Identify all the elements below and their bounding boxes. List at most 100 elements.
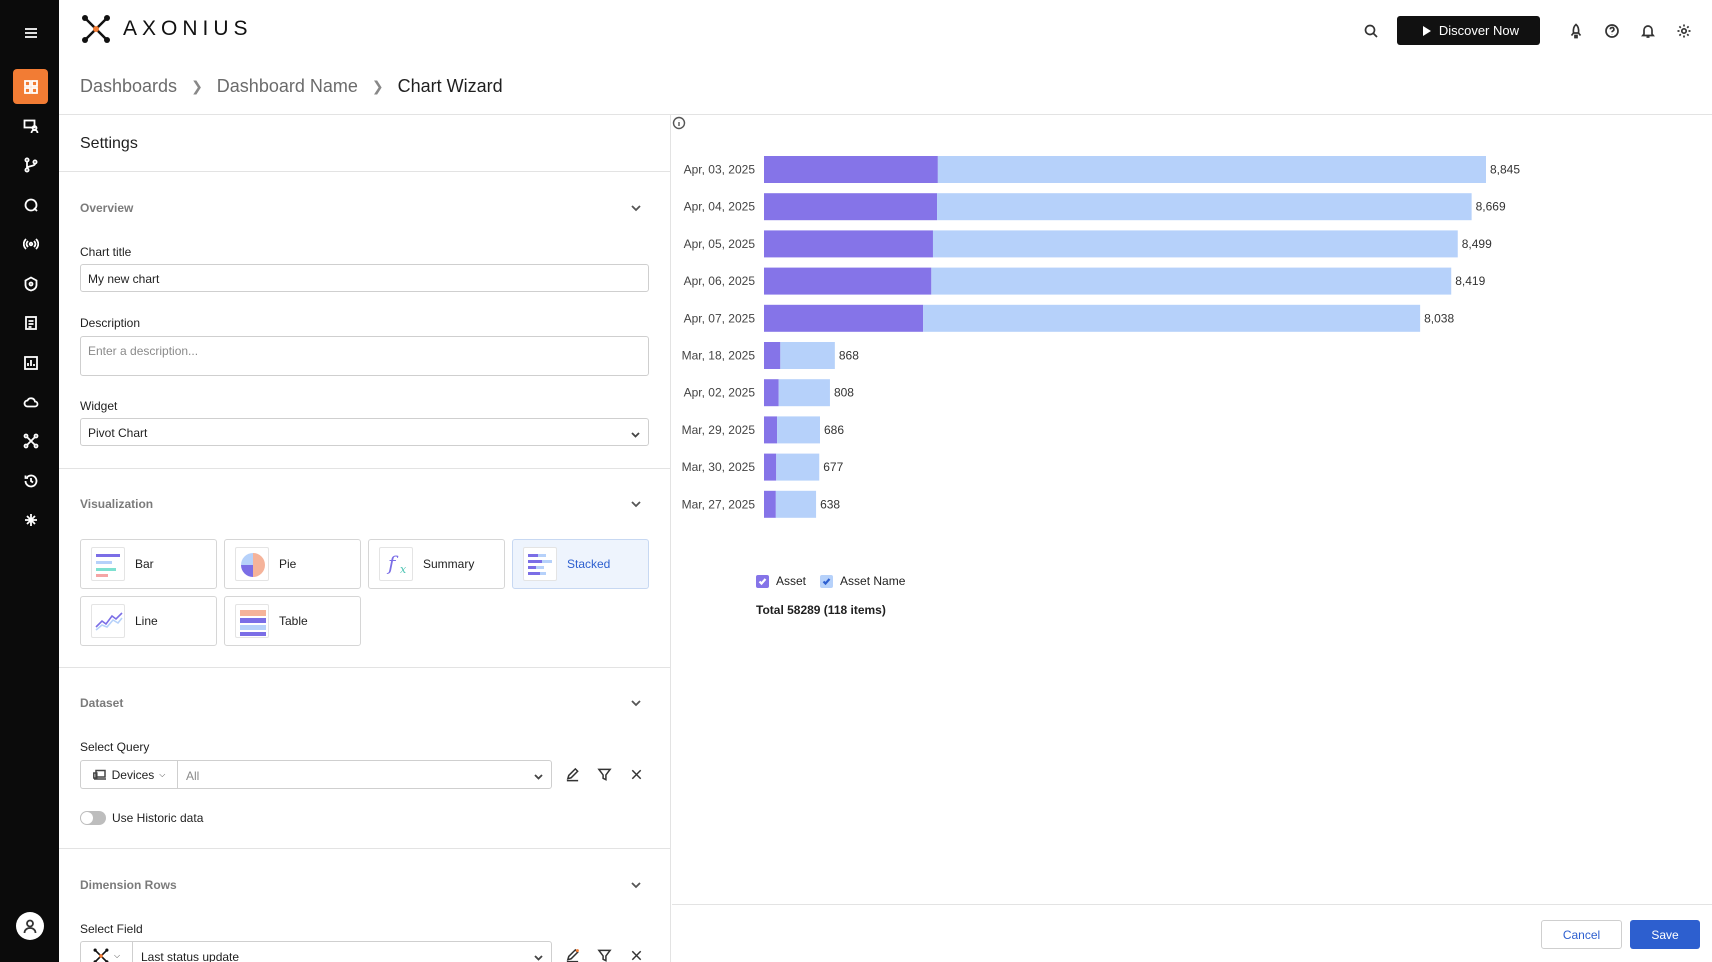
cancel-button[interactable]: Cancel: [1541, 920, 1622, 949]
dimension-rows-section-title[interactable]: Dimension Rows: [80, 878, 177, 892]
chart-legend: Asset Asset Name: [756, 574, 919, 588]
viz-summary-label: Summary: [423, 557, 475, 571]
legend-label: Asset Name: [840, 574, 906, 588]
chevron-down-icon[interactable]: [630, 201, 642, 213]
gear-icon[interactable]: [1672, 19, 1696, 43]
bar-segment-asset: [764, 267, 932, 295]
viz-pie-label: Pie: [279, 557, 297, 571]
toggle-knob: [81, 812, 93, 824]
chart-title-input[interactable]: My new chart: [80, 264, 649, 292]
bar-total-label: 8,419: [1455, 274, 1485, 288]
bar-segment-asset-name: [777, 416, 820, 444]
edit-icon[interactable]: [562, 765, 582, 785]
field-select[interactable]: Last status update: [132, 941, 552, 962]
viz-option-line[interactable]: Line: [80, 596, 217, 646]
historic-data-toggle[interactable]: [80, 811, 106, 825]
reports-icon[interactable]: [13, 305, 48, 340]
field-source-select[interactable]: ⌵: [80, 941, 132, 962]
queries-icon[interactable]: [13, 187, 48, 222]
header-divider: [59, 114, 1712, 115]
description-input[interactable]: Enter a description...: [80, 336, 649, 376]
integrations-icon[interactable]: [13, 423, 48, 458]
y-tick-label: Apr, 05, 2025: [684, 237, 756, 251]
history-icon[interactable]: [13, 463, 48, 498]
bar-segment-asset-name: [923, 304, 1421, 332]
legend-item-asset[interactable]: Asset: [756, 574, 806, 588]
satellite-icon[interactable]: [13, 502, 48, 537]
info-icon[interactable]: [672, 116, 686, 130]
visualization-section-title[interactable]: Visualization: [80, 497, 154, 511]
chevron-down-icon[interactable]: [630, 497, 642, 509]
axonius-logo[interactable]: AXONIUS: [81, 14, 253, 44]
chevron-right-icon: ❯: [191, 78, 203, 94]
legend-label: Asset: [776, 574, 807, 588]
axonius-logo-icon: [82, 15, 110, 43]
chevron-down-icon[interactable]: [630, 696, 642, 708]
bell-icon[interactable]: [1636, 19, 1660, 43]
divider: [59, 667, 670, 668]
y-tick-label: Apr, 04, 2025: [684, 200, 756, 214]
bar-total-label: 8,845: [1490, 163, 1520, 177]
entity-select[interactable]: Devices ⌵: [80, 760, 177, 789]
query-select[interactable]: All: [177, 760, 552, 789]
viz-option-table[interactable]: Table: [224, 596, 361, 646]
bar-chart-icon: [91, 547, 125, 581]
viz-option-summary[interactable]: f x Summary: [368, 539, 505, 589]
bar-total-label: 8,499: [1462, 237, 1492, 251]
y-tick-label: Apr, 06, 2025: [684, 274, 756, 288]
menu-icon[interactable]: [13, 15, 48, 50]
filter-icon[interactable]: [594, 765, 614, 785]
bar-segment-asset: [764, 342, 781, 369]
brand-name: AXONIUS: [123, 17, 253, 40]
widget-value: Pivot Chart: [88, 426, 148, 440]
overview-section-title[interactable]: Overview: [80, 201, 134, 215]
rocket-icon[interactable]: [1564, 19, 1588, 43]
table-icon: [235, 604, 269, 638]
dashboards-icon[interactable]: [13, 69, 48, 104]
viz-bar-label: Bar: [135, 557, 154, 571]
bar-total-label: 868: [839, 349, 859, 363]
play-icon: [1422, 25, 1431, 36]
edit-icon[interactable]: [562, 946, 582, 962]
viz-option-pie[interactable]: Pie: [224, 539, 361, 589]
axonius-source-icon: [93, 948, 109, 962]
close-icon[interactable]: [626, 765, 646, 785]
security-icon[interactable]: [13, 266, 48, 301]
checkbox-icon[interactable]: [756, 574, 769, 588]
adapters-icon[interactable]: [13, 226, 48, 261]
viz-option-stacked[interactable]: Stacked: [512, 539, 649, 589]
cloud-icon[interactable]: [13, 384, 48, 419]
select-query-label: Select Query: [80, 740, 150, 754]
bar-segment-asset-name: [778, 379, 830, 407]
chevron-down-icon: ⌵: [113, 950, 121, 960]
bar-segment-asset: [764, 416, 778, 444]
bar-segment-asset: [764, 156, 938, 183]
close-icon[interactable]: [626, 946, 646, 962]
user-avatar[interactable]: [16, 912, 44, 940]
discover-now-button[interactable]: Discover Now: [1396, 16, 1540, 45]
viz-option-bar[interactable]: Bar: [80, 539, 217, 589]
chevron-down-icon[interactable]: [630, 878, 642, 890]
field-actions: [562, 946, 658, 962]
workflows-icon[interactable]: [13, 147, 48, 182]
legend-item-asset-name[interactable]: Asset Name: [820, 574, 905, 588]
bar-total-label: 8,038: [1424, 311, 1454, 325]
widget-select[interactable]: Pivot Chart: [80, 418, 649, 446]
breadcrumb-dashboard-name[interactable]: Dashboard Name: [216, 76, 358, 96]
help-icon[interactable]: [1600, 19, 1624, 43]
bar-segment-asset-name: [931, 267, 1452, 295]
save-button[interactable]: Save: [1630, 920, 1700, 949]
bar-segment-asset-name: [780, 342, 835, 369]
historic-data-label: Use Historic data: [112, 811, 204, 825]
search-icon[interactable]: [1359, 19, 1383, 43]
filter-icon[interactable]: [594, 946, 614, 962]
viz-line-label: Line: [135, 614, 158, 628]
divider: [59, 848, 670, 849]
checkbox-icon[interactable]: [820, 574, 834, 588]
dataset-section-title[interactable]: Dataset: [80, 696, 124, 710]
analytics-icon[interactable]: [13, 345, 48, 380]
breadcrumb-dashboards[interactable]: Dashboards: [80, 76, 178, 96]
y-tick-label: Apr, 02, 2025: [684, 386, 756, 400]
bar-total-label: 677: [823, 460, 843, 474]
assets-icon[interactable]: [13, 108, 48, 143]
